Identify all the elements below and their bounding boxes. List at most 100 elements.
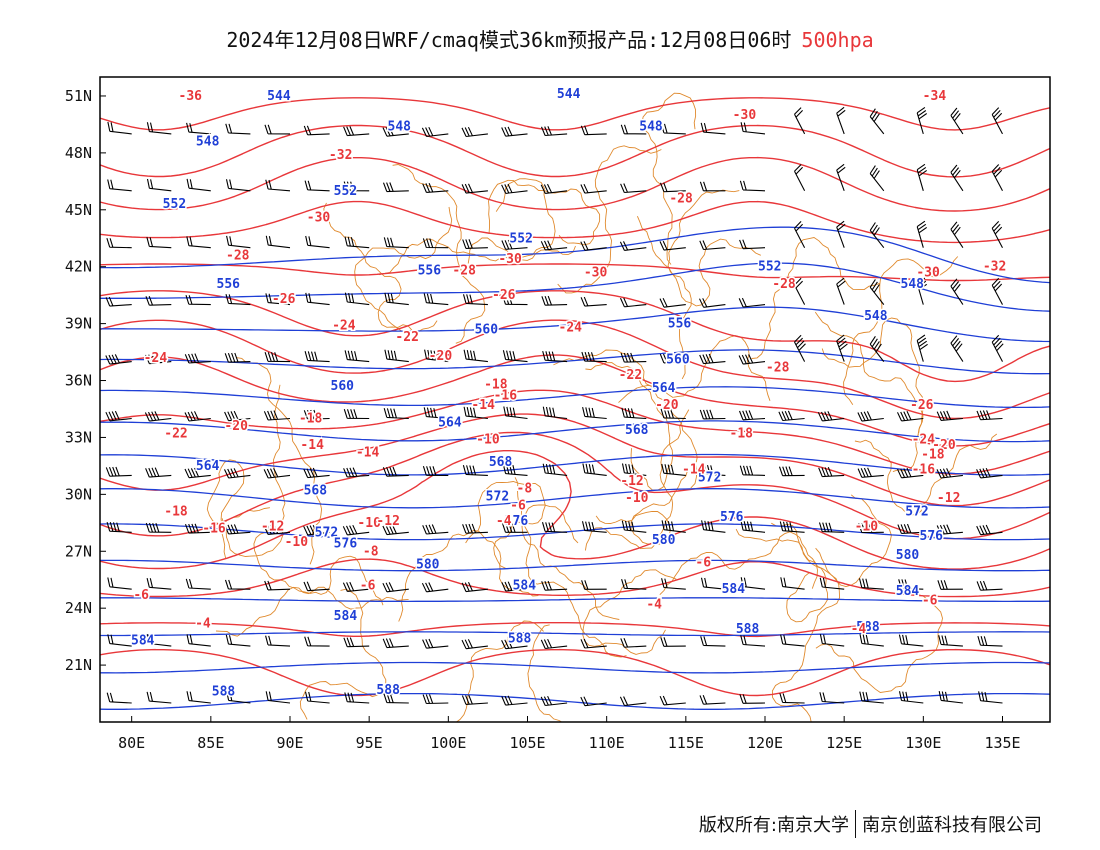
height-contour-label: 560: [475, 322, 499, 337]
wind-barb: [619, 241, 647, 251]
wind-barb: [342, 524, 370, 536]
wind-barb: [263, 468, 291, 479]
lon-tick-label: 80E: [118, 734, 145, 752]
height-contour-label: 568: [625, 423, 649, 438]
temperature-contour-label: -28: [669, 191, 693, 206]
wind-barb: [818, 522, 845, 533]
border-line: [659, 531, 818, 596]
wind-barb: [542, 406, 568, 420]
temperature-contour-label: -12: [261, 520, 284, 535]
temperature-contour-label: -36: [179, 89, 203, 104]
temperature-contour-label: -16: [912, 463, 936, 478]
wind-barb: [423, 407, 449, 420]
wind-barb: [422, 238, 449, 249]
wind-barb: [659, 240, 686, 251]
wind-barb: [462, 294, 488, 306]
height-contour-label: 580: [416, 558, 440, 573]
contour-line: [100, 431, 1050, 540]
wind-barb: [950, 164, 964, 192]
wind-barb: [580, 241, 607, 251]
temperature-contour-label: -10: [285, 535, 309, 550]
wind-barb: [225, 179, 251, 192]
height-contour-label: 564: [652, 381, 676, 396]
wind-barb: [463, 406, 488, 420]
temperature-contour-label: -16: [202, 522, 226, 537]
wind-barb: [581, 351, 607, 363]
border-line: [253, 528, 384, 606]
height-contour-label: 560: [666, 353, 690, 368]
wind-barb: [659, 695, 686, 706]
wind-barb: [869, 222, 885, 249]
lon-tick-label: 120E: [747, 734, 783, 752]
height-contour-label: 588: [212, 685, 236, 700]
wind-barb: [540, 126, 568, 137]
border-line: [398, 529, 539, 622]
border-line: [527, 624, 563, 722]
wind-barb: [739, 180, 766, 192]
height-contour-label: 572: [486, 489, 509, 504]
temperature-contour-label: -22: [619, 368, 642, 383]
wind-barb: [836, 163, 846, 191]
wind-barb: [580, 638, 607, 649]
wind-barb: [659, 297, 686, 308]
copyright-text: 版权所有:南京大学: [698, 815, 849, 836]
wind-barb: [700, 577, 726, 590]
border-line: [236, 357, 323, 565]
border-line: [814, 311, 924, 473]
height-contour-label: 584: [513, 578, 537, 593]
contour-line: [100, 420, 1050, 443]
wind-barb: [461, 581, 488, 593]
wind-barb: [303, 581, 330, 592]
lon-tick-label: 95E: [356, 734, 383, 752]
wind-barb: [461, 694, 488, 705]
contour-line: [100, 124, 1050, 178]
wind-barb: [422, 524, 449, 535]
lat-tick-label: 24N: [65, 599, 92, 617]
wind-barb: [225, 123, 251, 135]
wind-barb: [794, 221, 806, 248]
border-line: [354, 206, 453, 335]
temperature-contour-label: -28: [766, 360, 790, 375]
height-contour-label: 580: [896, 548, 920, 563]
wind-barb: [619, 297, 647, 308]
wind-barb: [105, 354, 132, 365]
wind-barb: [699, 409, 726, 420]
temperature-contour-label: -18: [921, 448, 945, 463]
border-line: [521, 504, 620, 620]
temperature-contour-label: -28: [226, 248, 250, 263]
wind-barb: [661, 463, 686, 476]
temperature-contour-label: -10: [357, 516, 381, 531]
wind-barb: [699, 298, 726, 308]
wind-barb: [224, 579, 251, 590]
wind-barb: [739, 465, 766, 476]
height-contour-label: 568: [304, 484, 328, 499]
wind-barb: [265, 179, 291, 192]
height-contour-label: 568: [489, 455, 513, 470]
height-contour-label: 552: [334, 184, 357, 199]
temperature-contour-label: -28: [452, 264, 476, 279]
wind-barb: [950, 278, 964, 305]
wind-barb: [264, 124, 291, 135]
temperature-contours: [100, 97, 1050, 697]
height-contour-label: 548: [901, 277, 925, 292]
contour-labels: 544 544 548 548 548 552 552 552 552 548 548 556 556 5…: [130, 86, 1008, 702]
wind-barb: [542, 350, 568, 363]
wind-barb: [422, 638, 449, 649]
temperature-contour-label: -10: [625, 491, 649, 506]
wind-barb: [463, 349, 488, 363]
wind-barb: [186, 178, 211, 192]
wind-barb: [976, 410, 1003, 421]
border-line: [641, 92, 697, 265]
height-contour-label: 584: [334, 609, 358, 624]
wind-barb: [936, 524, 963, 535]
wind-barb: [265, 691, 291, 704]
wind-barb: [343, 637, 370, 648]
wind-barb: [991, 107, 1003, 135]
temperature-contour-label: -6: [360, 578, 376, 593]
wind-barb: [502, 295, 528, 306]
lon-tick-label: 130E: [905, 734, 941, 752]
wind-barb: [107, 179, 132, 192]
wind-barb: [305, 292, 330, 306]
height-contour-label: 552: [509, 231, 532, 246]
lon-tick-label: 110E: [589, 734, 625, 752]
